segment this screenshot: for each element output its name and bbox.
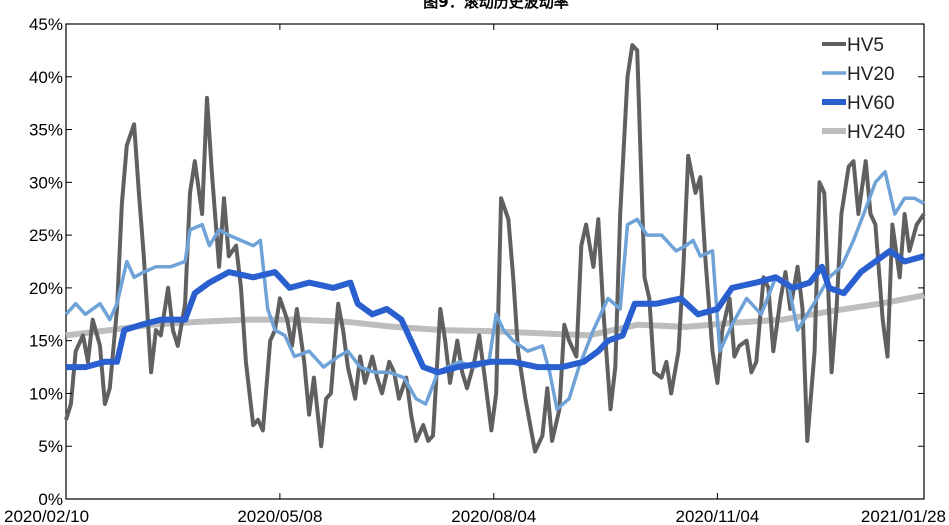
y-tick-label: 40% <box>29 68 63 87</box>
legend: HV5 HV20 HV60 HV240 <box>822 35 905 143</box>
y-tick-label: 15% <box>29 332 63 351</box>
y-tick-label: 35% <box>29 121 63 140</box>
x-axis: 2020/02/10 2020/05/08 2020/08/04 2020/11/04… <box>4 24 946 525</box>
x-tick-label: 2020/11/04 <box>675 507 759 525</box>
plot-frame <box>65 23 925 500</box>
series-line-hv60 <box>66 247 925 376</box>
legend-label-hv20: HV20 <box>847 64 895 85</box>
x-tick-label: 2020/08/04 <box>451 507 536 525</box>
y-tick-label: 30% <box>29 173 63 192</box>
legend-label-hv240: HV240 <box>847 122 905 143</box>
y-tick-label: 45% <box>29 15 63 34</box>
y-tick-label: 20% <box>29 279 63 298</box>
series-line-hv240 <box>65 292 925 339</box>
series-layer <box>64 43 926 454</box>
chart-title: 图9：滚动历史波动率 <box>423 0 568 11</box>
y-tick-label: 5% <box>38 437 63 456</box>
series-line-hv5 <box>64 43 926 454</box>
x-tick-label: 2020/05/08 <box>237 507 322 525</box>
x-tick-label: 2020/02/10 <box>4 507 89 525</box>
legend-label-hv60: HV60 <box>847 93 895 114</box>
y-axis: 0% 5% 10% 15% 20% 25% 30% 35% 40% 45% <box>29 15 924 509</box>
plot-area <box>64 23 926 500</box>
y-tick-label: 0% <box>38 490 63 509</box>
x-tick-label: 2021/01/28 <box>861 507 946 525</box>
legend-label-hv5: HV5 <box>847 35 884 56</box>
y-tick-label: 25% <box>29 226 63 245</box>
y-tick-label: 10% <box>29 384 63 403</box>
